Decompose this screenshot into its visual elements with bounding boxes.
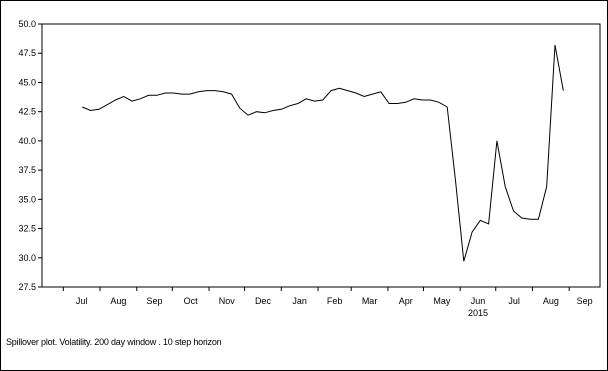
y-tick-label: 35.0 [18,194,36,204]
x-tick-label: Aug [543,296,559,306]
y-tick-label: 27.5 [18,282,36,292]
x-tick-label: Feb [327,296,343,306]
x-tick-label: May [433,296,451,306]
x-tick-label: Oct [184,296,199,306]
x-tick-label: Jul [76,296,88,306]
y-tick-label: 45.0 [18,77,36,87]
y-axis: 27.5 30.0 32.5 35.0 37.5 40.0 42.5 45.0 47.5 50.0 [18,19,42,292]
chart-caption: Spillover plot. Volatility. 200 day wind… [6,337,222,347]
x-tick-label: Dec [255,296,272,306]
x-axis: Jul Aug Sep Oct Nov Dec Jan Feb Mar Apr May Jun Jul A… [62,287,593,318]
y-tick-label: 30.0 [18,253,36,263]
y-tick-label: 50.0 [18,19,36,29]
x-tick-label: Jul [508,296,520,306]
plot-area-border [41,23,601,288]
y-tick-label: 37.5 [18,165,36,175]
x-tick-label: Mar [362,296,378,306]
y-tick-label: 40.0 [18,136,36,146]
x-tick-label: Sep [577,296,593,306]
y-tick-label: 42.5 [18,107,36,117]
series-line [82,44,564,262]
y-tick-label: 32.5 [18,224,36,234]
x-tick-label: Jan [292,296,307,306]
x-tick-label: Aug [110,296,126,306]
x-year-label: 2015 [468,308,488,318]
y-tick-label: 47.5 [18,48,36,58]
x-tick-label: Apr [399,296,413,306]
x-tick-label: Sep [147,296,163,306]
x-tick-label: Nov [219,296,236,306]
x-tick-label: Jun [471,296,486,306]
